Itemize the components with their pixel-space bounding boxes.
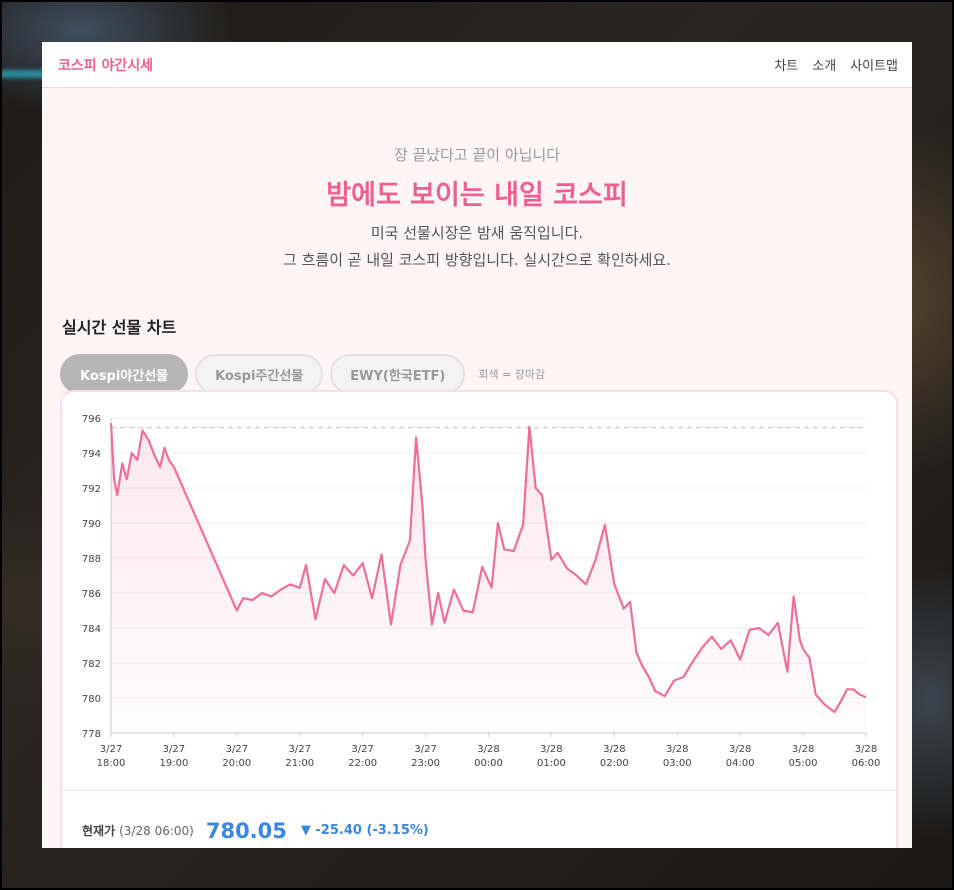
x-tick-time: 18:00 bbox=[97, 758, 126, 769]
y-tick-label: 792 bbox=[82, 484, 101, 495]
nav-links: 차트 소개 사이트맵 bbox=[774, 55, 898, 74]
y-tick-label: 784 bbox=[82, 624, 101, 635]
hero-title: 밤에도 보이는 내일 코스피 bbox=[326, 180, 628, 211]
x-tick-time: 05:00 bbox=[789, 758, 818, 769]
x-tick-date: 3/27 bbox=[100, 744, 122, 755]
x-tick-date: 3/28 bbox=[855, 744, 877, 755]
tab-kospi-night-futures[interactable]: Kospi야간선물 bbox=[60, 354, 189, 394]
nav-link-chart[interactable]: 차트 bbox=[774, 59, 799, 74]
nav-link-about[interactable]: 소개 bbox=[812, 59, 837, 74]
x-tick-date: 3/28 bbox=[477, 744, 499, 755]
current-price-bar: 현재가 (3/28 06:00) 780.05 ▼ -25.40 (-3.15%… bbox=[62, 790, 896, 848]
hero-section: 장 끝났다고 끝이 아닙니다 밤에도 보이는 내일 코스피 미국 선물시장은 밤… bbox=[42, 88, 912, 274]
hero-description: 미국 선물시장은 밤새 움직입니다. 그 흐름이 곧 내일 코스피 방향입니다.… bbox=[42, 220, 912, 274]
price-line-chart[interactable]: 796 794 792 790 788 786 784 782 780 778 3/27 18:00 3… bbox=[62, 392, 900, 788]
y-tick-label: 794 bbox=[82, 449, 101, 460]
tab-ewy-etf[interactable]: EWY(한국ETF) bbox=[330, 354, 466, 394]
x-tick-date: 3/27 bbox=[351, 744, 373, 755]
hero-kicker: 장 끝났다고 끝이 아닙니다 bbox=[393, 146, 561, 164]
x-tick-date: 3/28 bbox=[603, 744, 625, 755]
x-tick-time: 22:00 bbox=[348, 758, 377, 769]
x-tick-time: 23:00 bbox=[411, 758, 440, 769]
y-tick-label: 780 bbox=[82, 694, 101, 705]
x-tick-date: 3/27 bbox=[289, 744, 311, 755]
x-tick-date: 3/27 bbox=[414, 744, 436, 755]
background-blur-accent bbox=[0, 70, 60, 78]
x-tick-date: 3/28 bbox=[729, 744, 751, 755]
y-tick-label: 796 bbox=[82, 414, 101, 425]
x-tick-time: 00:00 bbox=[474, 758, 503, 769]
y-tick-label: 782 bbox=[82, 659, 101, 670]
x-tick-date: 3/28 bbox=[792, 744, 814, 755]
x-tick-date: 3/27 bbox=[163, 744, 185, 755]
x-tick-time: 21:00 bbox=[285, 758, 314, 769]
x-tick-time: 03:00 bbox=[663, 758, 692, 769]
web-page: 코스피 야간시세 차트 소개 사이트맵 장 끝났다고 끝이 아닙니다 밤에도 보… bbox=[42, 42, 912, 848]
x-tick-time: 01:00 bbox=[537, 758, 566, 769]
top-navbar: 코스피 야간시세 차트 소개 사이트맵 bbox=[42, 42, 912, 88]
x-tick-date: 3/28 bbox=[540, 744, 562, 755]
x-tick-date: 3/28 bbox=[666, 744, 688, 755]
brand-logo[interactable]: 코스피 야간시세 bbox=[58, 57, 154, 74]
x-tick-date: 3/27 bbox=[226, 744, 248, 755]
market-closed-note: 회색 = 장마감 bbox=[478, 368, 546, 381]
series-line bbox=[109, 423, 867, 714]
nav-link-sitemap[interactable]: 사이트맵 bbox=[850, 59, 898, 74]
chart-card: 796 794 792 790 788 786 784 782 780 778 3/27 18:00 3… bbox=[60, 390, 898, 848]
x-tick-time: 06:00 bbox=[852, 758, 881, 769]
hero-line-1: 미국 선물시장은 밤새 움직입니다. bbox=[370, 224, 584, 242]
x-tick-time: 20:00 bbox=[222, 758, 251, 769]
market-tabs: Kospi야간선물 Kospi주간선물 EWY(한국ETF) 회색 = 장마감 bbox=[60, 354, 912, 394]
price-change: ▼ -25.40 (-3.15%) bbox=[300, 823, 429, 838]
y-tick-label: 788 bbox=[82, 554, 101, 565]
y-tick-label: 778 bbox=[82, 729, 101, 740]
y-tick-label: 790 bbox=[82, 519, 101, 530]
current-price-label: 현재가 bbox=[82, 824, 116, 838]
tab-kospi-day-futures[interactable]: Kospi주간선물 bbox=[195, 354, 324, 394]
chart-section-title: 실시간 선물 차트 bbox=[62, 318, 177, 337]
series-area-fill bbox=[111, 423, 866, 733]
x-tick-time: 02:00 bbox=[600, 758, 629, 769]
x-tick-time: 04:00 bbox=[726, 758, 755, 769]
y-tick-label: 786 bbox=[82, 589, 101, 600]
x-tick-time: 19:00 bbox=[160, 758, 189, 769]
current-price-time: (3/28 06:00) bbox=[119, 823, 194, 838]
current-price-value: 780.05 bbox=[205, 818, 287, 843]
hero-line-2: 그 흐름이 곧 내일 코스피 방향입니다. 실시간으로 확인하세요. bbox=[283, 251, 671, 269]
